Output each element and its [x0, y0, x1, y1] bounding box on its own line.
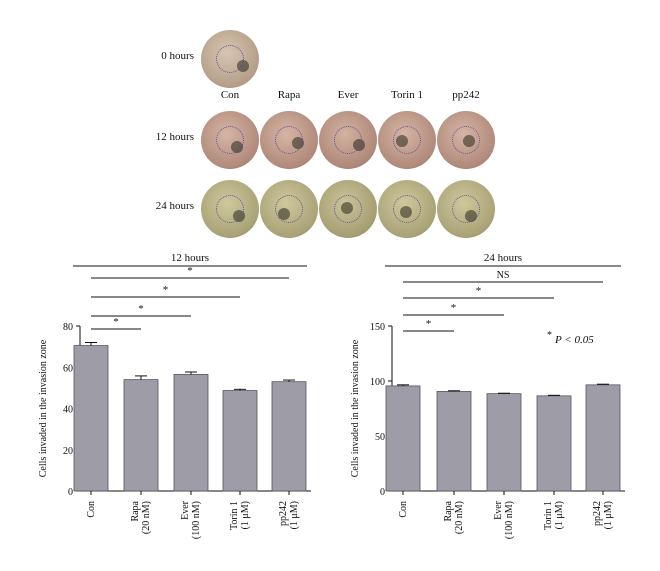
x-tick-label-line: Rapa	[130, 500, 141, 521]
x-tick-label: Torin 1(1 μM)	[543, 501, 565, 530]
significance-note: * P < 0.05	[547, 330, 594, 346]
row-label-0h: 0 hours	[161, 50, 194, 62]
chart-title: 24 hours	[484, 252, 522, 264]
significance-label: *	[426, 318, 432, 330]
x-tick-label: pp242(1 μM)	[592, 501, 614, 529]
x-tick-label-line: (1 μM)	[554, 501, 565, 529]
micrograph-12h-rapa	[260, 111, 318, 169]
col-label-ever: Ever	[337, 89, 359, 101]
row-label-12h: 12 hours	[155, 131, 194, 143]
micrograph-24h-torin	[378, 180, 436, 238]
bar	[173, 374, 209, 492]
significance-label: *	[138, 303, 144, 315]
col-label-rapa: Rapa	[277, 89, 301, 101]
y-tick-label: 0	[380, 487, 385, 498]
x-tick-label: Torin 1(1 μM)	[229, 501, 251, 530]
y-tick-label: 100	[370, 377, 385, 388]
bar	[271, 381, 307, 492]
y-tick-label: 50	[375, 432, 385, 443]
x-tick-label-line: Ever	[493, 500, 504, 520]
bar	[486, 393, 522, 492]
x-tick-label: Ever(100 nM)	[180, 500, 202, 539]
x-tick-label-line: (1 μM)	[603, 501, 614, 529]
y-axis-label: Cells invaded in the invasion zone	[38, 339, 49, 477]
y-tick-label: 60	[63, 363, 73, 374]
x-tick-label: Rapa(20 nM)	[443, 500, 465, 534]
bar	[585, 384, 621, 492]
x-tick-label-line: (100 nM)	[191, 501, 202, 539]
y-tick-label: 80	[63, 322, 73, 333]
x-tick-label: Con	[86, 501, 97, 518]
y-tick-label: 20	[63, 446, 73, 457]
significance-note-star: *	[547, 330, 552, 341]
y-tick-label: 0	[68, 487, 73, 498]
y-axis-label: Cells invaded in the invasion zone	[350, 339, 361, 477]
x-tick-label-line: (1 μM)	[240, 501, 251, 529]
significance-label: *	[187, 265, 193, 277]
significance-label: NS	[497, 270, 510, 281]
x-tick-label-line: Con	[86, 501, 97, 518]
bar	[73, 345, 109, 492]
y-tick-label: 150	[370, 322, 385, 333]
bar	[436, 391, 472, 492]
x-tick-label-line: pp242	[592, 501, 603, 526]
col-label-con: Con	[220, 89, 240, 101]
x-tick-label-line: Con	[398, 501, 409, 518]
x-tick-label-line: Torin 1	[543, 501, 554, 530]
x-tick-label-line: (1 μM)	[289, 501, 300, 529]
significance-label: *	[451, 302, 457, 314]
x-tick-label: Ever(100 nM)	[493, 500, 515, 539]
x-tick-label-line: Torin 1	[229, 501, 240, 530]
significance-note-text: P < 0.05	[554, 334, 594, 346]
chart-24-hours: 24 hours NS * * * 0 50 100 150 Cells invaded in t…	[350, 252, 625, 539]
micrograph-12h-ever	[319, 111, 377, 169]
bar	[222, 390, 258, 492]
micrograph-12h-pp242	[437, 111, 495, 169]
col-label-pp242: pp242	[452, 89, 480, 101]
micrograph-12h-torin	[378, 111, 436, 169]
bar	[536, 395, 572, 492]
significance-label: *	[476, 285, 482, 297]
bar	[385, 385, 421, 492]
micrograph-24h-con	[201, 180, 259, 238]
chart-title: 12 hours	[171, 252, 209, 264]
significance-label: *	[163, 284, 169, 296]
x-tick-label-line: Rapa	[443, 500, 454, 521]
micrograph-12h-con	[201, 111, 259, 169]
y-tick-label: 40	[63, 405, 73, 416]
micrograph-24h-rapa	[260, 180, 318, 238]
significance-label: *	[113, 316, 119, 328]
x-tick-label-line: (100 nM)	[504, 501, 515, 539]
x-tick-label-line: pp242	[278, 501, 289, 526]
micrograph-0h-con	[201, 30, 259, 88]
col-label-torin: Torin 1	[391, 89, 423, 101]
x-tick-label-line: (20 nM)	[141, 501, 152, 534]
x-tick-label: Rapa(20 nM)	[130, 500, 152, 534]
x-tick-label-line: Ever	[180, 500, 191, 520]
micrograph-24h-pp242	[437, 180, 495, 238]
x-tick-label-line: (20 nM)	[454, 501, 465, 534]
micrograph-24h-ever	[319, 180, 377, 238]
x-tick-label: Con	[398, 501, 409, 518]
bar	[123, 379, 159, 492]
row-label-24h: 24 hours	[155, 200, 194, 212]
x-tick-label: pp242(1 μM)	[278, 501, 300, 529]
